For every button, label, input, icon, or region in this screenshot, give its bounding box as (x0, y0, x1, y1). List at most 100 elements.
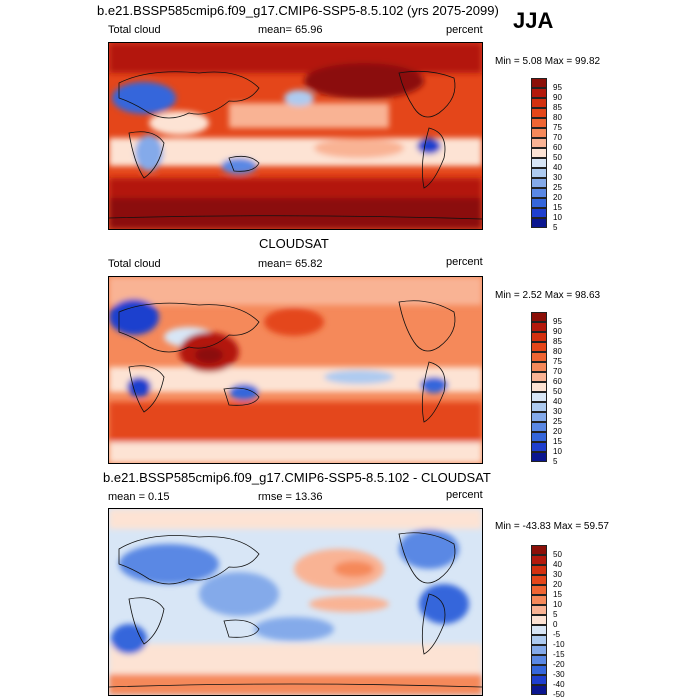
panel3-mean-label: mean = 0.15 (108, 491, 170, 503)
panel2-map (108, 276, 483, 464)
panel2-colorbar-box-8 (531, 382, 547, 392)
panel3-colorbar-box-14 (531, 675, 547, 685)
panel2-colorbar-box-13 (531, 432, 547, 442)
panel3-rmse-label: rmse = 13.36 (258, 491, 323, 503)
panel1-colorbar-box-5 (531, 118, 547, 128)
panel1-colorbar-box-12 (531, 188, 547, 198)
panel1-colorbar-label: 85 (553, 103, 562, 112)
panel1-colorbar-label: 30 (553, 173, 562, 182)
panel2-variable-label: Total cloud (108, 258, 161, 270)
panel3-colorbar-label: -15 (553, 650, 565, 659)
panel2-colorbar-label: 90 (553, 327, 562, 336)
panel1-map (108, 42, 483, 230)
panel2-colorbar-label: 70 (553, 367, 562, 376)
panel3-map (108, 508, 483, 696)
panel1-colorbar-box-13 (531, 198, 547, 208)
panel2-units-label: percent (446, 256, 483, 268)
panel1-colorbar-box-15 (531, 218, 547, 228)
panel1-colorbar: 95 90 85 80 75 70 60 50 40 30 25 20 15 1… (531, 78, 581, 232)
panel1-colorbar-box-6 (531, 128, 547, 138)
panel3-colorbar-box-9 (531, 625, 547, 635)
panel3-colorbar-label: 5 (553, 610, 558, 619)
panel1-colorbar-label: 60 (553, 143, 562, 152)
panel1-colorbar-label: 50 (553, 153, 562, 162)
panel2-minmax: Min = 2.52 Max = 98.63 (495, 290, 601, 301)
panel3-minmax: Min = -43.83 Max = 59.57 (495, 521, 609, 532)
panel1-colorbar-label: 15 (553, 203, 562, 212)
panel2-colorbar-box-12 (531, 422, 547, 432)
panel2-colorbar-label: 50 (553, 387, 562, 396)
panel3-colorbar-label: -5 (553, 630, 561, 639)
panel1-colorbar-box-4 (531, 108, 547, 118)
panel3-colorbar-label: -30 (553, 670, 565, 679)
panel2-colorbar: 95 90 85 80 75 70 60 50 40 30 25 20 15 1… (531, 312, 581, 466)
panel1-colorbar-box-3 (531, 98, 547, 108)
panel1-colorbar-label: 70 (553, 133, 562, 142)
panel3-colorbar-box-4 (531, 575, 547, 585)
panel3-section-title: b.e21.BSSP585cmip6.f09_g17.CMIP6-SSP5-8.… (103, 470, 491, 485)
panel1-colorbar-label: 25 (553, 183, 562, 192)
panel3-colorbar-box-15 (531, 685, 547, 695)
panel1-variable-label: Total cloud (108, 24, 161, 36)
panel3-colorbar-label: 50 (553, 550, 562, 559)
panel3-colorbar-box-12 (531, 655, 547, 665)
panel2-colorbar-box-6 (531, 362, 547, 372)
panel2-colorbar-box-2 (531, 322, 547, 332)
panel2-colorbar-label: 80 (553, 347, 562, 356)
panel2-colorbar-label: 95 (553, 317, 562, 326)
panel3-units-label: percent (446, 489, 483, 501)
panel2-colorbar-label: 60 (553, 377, 562, 386)
panel3-colorbar-label: 10 (553, 600, 562, 609)
panel2-mean-label: mean= 65.82 (258, 258, 323, 270)
panel2-colorbar-box-1 (531, 312, 547, 322)
panel3-colorbar-box-13 (531, 665, 547, 675)
panel2-colorbar-box-15 (531, 452, 547, 462)
panel2-colorbar-box-3 (531, 332, 547, 342)
main-title: b.e21.BSSP585cmip6.f09_g17.CMIP6-SSP5-8.… (97, 3, 499, 18)
panel1-colorbar-label: 5 (553, 223, 558, 232)
panel2-colorbar-label: 40 (553, 397, 562, 406)
panel3-colorbar-box-2 (531, 555, 547, 565)
panel2-colorbar-box-4 (531, 342, 547, 352)
panel1-colorbar-box-2 (531, 88, 547, 98)
panel3-colorbar-box-11 (531, 645, 547, 655)
panel3-colorbar-box-7 (531, 605, 547, 615)
panel1-colorbar-box-9 (531, 158, 547, 168)
panel1-colorbar-label: 95 (553, 83, 562, 92)
panel3-colorbar-box-6 (531, 595, 547, 605)
panel2-section-title: CLOUDSAT (259, 236, 329, 251)
panel1-colorbar-box-1 (531, 78, 547, 88)
panel3-colorbar-label: -40 (553, 680, 565, 689)
panel1-colorbar-label: 40 (553, 163, 562, 172)
panel1-colorbar-box-11 (531, 178, 547, 188)
panel3-colorbar-label: -10 (553, 640, 565, 649)
panel2-colorbar-label: 20 (553, 427, 562, 436)
panel3-colorbar-label: 0 (553, 620, 558, 629)
panel1-units-label: percent (446, 24, 483, 36)
panel3-colorbar-label: 40 (553, 560, 562, 569)
panel3-colorbar-box-3 (531, 565, 547, 575)
panel1-minmax: Min = 5.08 Max = 99.82 (495, 56, 601, 67)
panel2-colorbar-label: 10 (553, 447, 562, 456)
panel2-colorbar-box-9 (531, 392, 547, 402)
panel2-colorbar-box-11 (531, 412, 547, 422)
panel3-colorbar-box-5 (531, 585, 547, 595)
panel1-colorbar-label: 20 (553, 193, 562, 202)
panel2-colorbar-box-7 (531, 372, 547, 382)
panel1-colorbar-box-10 (531, 168, 547, 178)
panel1-colorbar-box-8 (531, 148, 547, 158)
panel2-colorbar-label: 85 (553, 337, 562, 346)
panel1-colorbar-box-14 (531, 208, 547, 218)
panel2-colorbar-label: 75 (553, 357, 562, 366)
panel2-colorbar-box-5 (531, 352, 547, 362)
panel3-colorbar: 50 40 30 20 15 10 5 0 -5 -10 -15 -20 -30… (531, 545, 581, 699)
panel1-colorbar-label: 80 (553, 113, 562, 122)
panel2-colorbar-label: 25 (553, 417, 562, 426)
panel3-colorbar-label: 15 (553, 590, 562, 599)
panel2-colorbar-box-14 (531, 442, 547, 452)
panel3-colorbar-box-8 (531, 615, 547, 625)
panel2-colorbar-box-10 (531, 402, 547, 412)
panel3-colorbar-box-10 (531, 635, 547, 645)
panel1-mean-label: mean= 65.96 (258, 24, 323, 36)
panel3-colorbar-label: 20 (553, 580, 562, 589)
